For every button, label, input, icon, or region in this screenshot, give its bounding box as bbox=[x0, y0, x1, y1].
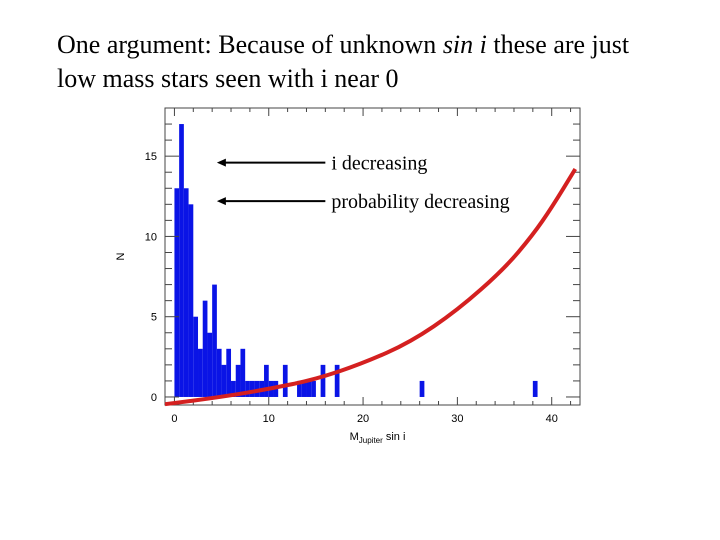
title-italic: sin i bbox=[442, 30, 487, 59]
histogram-bar bbox=[188, 204, 194, 397]
histogram-bar bbox=[297, 380, 302, 397]
x-tick-label: 40 bbox=[546, 413, 558, 425]
histogram-bar bbox=[221, 364, 227, 397]
y-axis-label: N bbox=[115, 252, 127, 260]
histogram-bar bbox=[301, 380, 307, 397]
bars-layer bbox=[174, 124, 538, 397]
x-tick-label: 30 bbox=[451, 413, 463, 425]
title-prefix: One argument: Because of unknown bbox=[57, 30, 443, 59]
histogram-bar bbox=[532, 380, 538, 397]
histogram-bar bbox=[174, 188, 180, 397]
histogram-bar bbox=[207, 332, 213, 397]
title-suffix: these are just bbox=[486, 30, 630, 59]
plot-frame bbox=[164, 107, 581, 406]
histogram-bar bbox=[216, 348, 222, 397]
y-tick-label: 0 bbox=[151, 392, 157, 404]
histogram-bar bbox=[193, 316, 199, 397]
y-tick-label: 10 bbox=[145, 231, 157, 243]
histogram-bar bbox=[231, 380, 236, 397]
histogram-bar bbox=[311, 380, 316, 397]
x-tick-label: 10 bbox=[263, 413, 275, 425]
histogram-bar bbox=[306, 380, 312, 397]
x-tick-label: 20 bbox=[357, 413, 369, 425]
title-line2: low mass stars seen with i near 0 bbox=[57, 64, 399, 93]
slide-title: One argument: Because of unknown sin i t… bbox=[57, 28, 697, 96]
histogram-bar bbox=[183, 188, 189, 397]
histogram-bar bbox=[282, 364, 288, 397]
annotation-arrowhead bbox=[216, 158, 226, 167]
x-tick-label: 0 bbox=[171, 413, 177, 425]
histogram-bar bbox=[245, 380, 250, 397]
histogram-bar bbox=[334, 364, 340, 397]
histogram-bar bbox=[198, 348, 203, 397]
histogram-bar bbox=[226, 348, 232, 397]
histogram-bar bbox=[264, 364, 269, 397]
annotation-arrowhead bbox=[216, 197, 226, 206]
y-tick-label: 15 bbox=[145, 151, 157, 163]
histogram-bar bbox=[179, 124, 184, 397]
annotation-text: probability decreasing bbox=[331, 191, 509, 213]
x-axis-label-sub: Jupiter bbox=[359, 436, 383, 445]
x-axis-label: MJupiter sin i bbox=[350, 431, 406, 445]
ticks-layer: 0 10 20 30 40 0 5 10 15 bbox=[145, 108, 580, 425]
annotation-text: i decreasing bbox=[331, 153, 427, 175]
histogram-bar bbox=[235, 364, 241, 397]
histogram-bar bbox=[320, 364, 326, 397]
y-tick-label: 5 bbox=[151, 312, 157, 324]
histogram-bar bbox=[212, 284, 217, 397]
histogram-bar bbox=[419, 380, 425, 397]
annotations-layer: i decreasing probability decreasing bbox=[216, 153, 510, 213]
histogram-bar bbox=[240, 348, 246, 397]
probability-curve bbox=[164, 167, 577, 407]
x-axis-label-tail: sin i bbox=[383, 431, 406, 443]
histogram-bar bbox=[249, 380, 255, 397]
x-axis-label-main: M bbox=[350, 431, 359, 443]
histogram-bar bbox=[202, 300, 208, 397]
